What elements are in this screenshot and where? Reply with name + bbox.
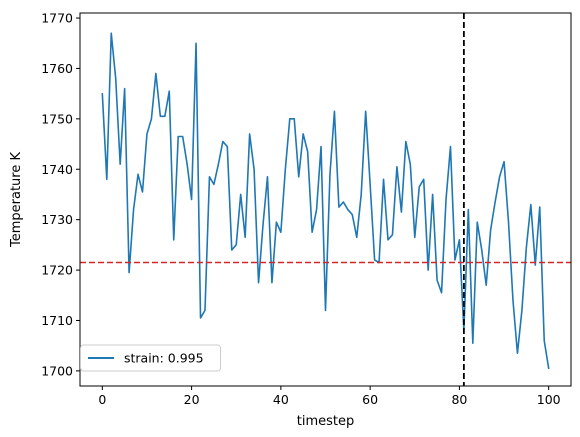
plot-area	[80, 13, 571, 386]
x-tick-label: 80	[451, 392, 467, 407]
y-tick-label: 1750	[41, 111, 73, 126]
x-tick-label: 20	[184, 392, 200, 407]
y-tick-label: 1740	[41, 162, 73, 177]
legend: strain: 0.995	[80, 344, 221, 372]
x-axis: 0 20 40 60 80 100	[98, 386, 561, 407]
y-axis: 1700 1710 1720 1730 1740 1750 1760 1770	[41, 11, 80, 378]
x-tick-label: 0	[98, 392, 106, 407]
x-axis-label: timestep	[297, 414, 355, 429]
plot-frame	[79, 12, 572, 387]
y-tick-label: 1710	[41, 313, 73, 328]
y-tick-label: 1730	[41, 212, 73, 227]
plot-background	[80, 13, 571, 386]
y-tick-label: 1700	[41, 363, 73, 378]
legend-box	[80, 344, 221, 372]
x-tick-label: 40	[273, 392, 289, 407]
y-tick-label: 1770	[41, 11, 73, 26]
y-tick-label: 1760	[41, 61, 73, 76]
y-tick-label: 1720	[41, 263, 73, 278]
x-tick-label: 100	[537, 392, 561, 407]
y-axis-label: Temperature K	[9, 152, 24, 248]
legend-label: strain: 0.995	[124, 351, 204, 366]
x-tick-label: 60	[362, 392, 378, 407]
series-line-0	[101, 32, 550, 370]
